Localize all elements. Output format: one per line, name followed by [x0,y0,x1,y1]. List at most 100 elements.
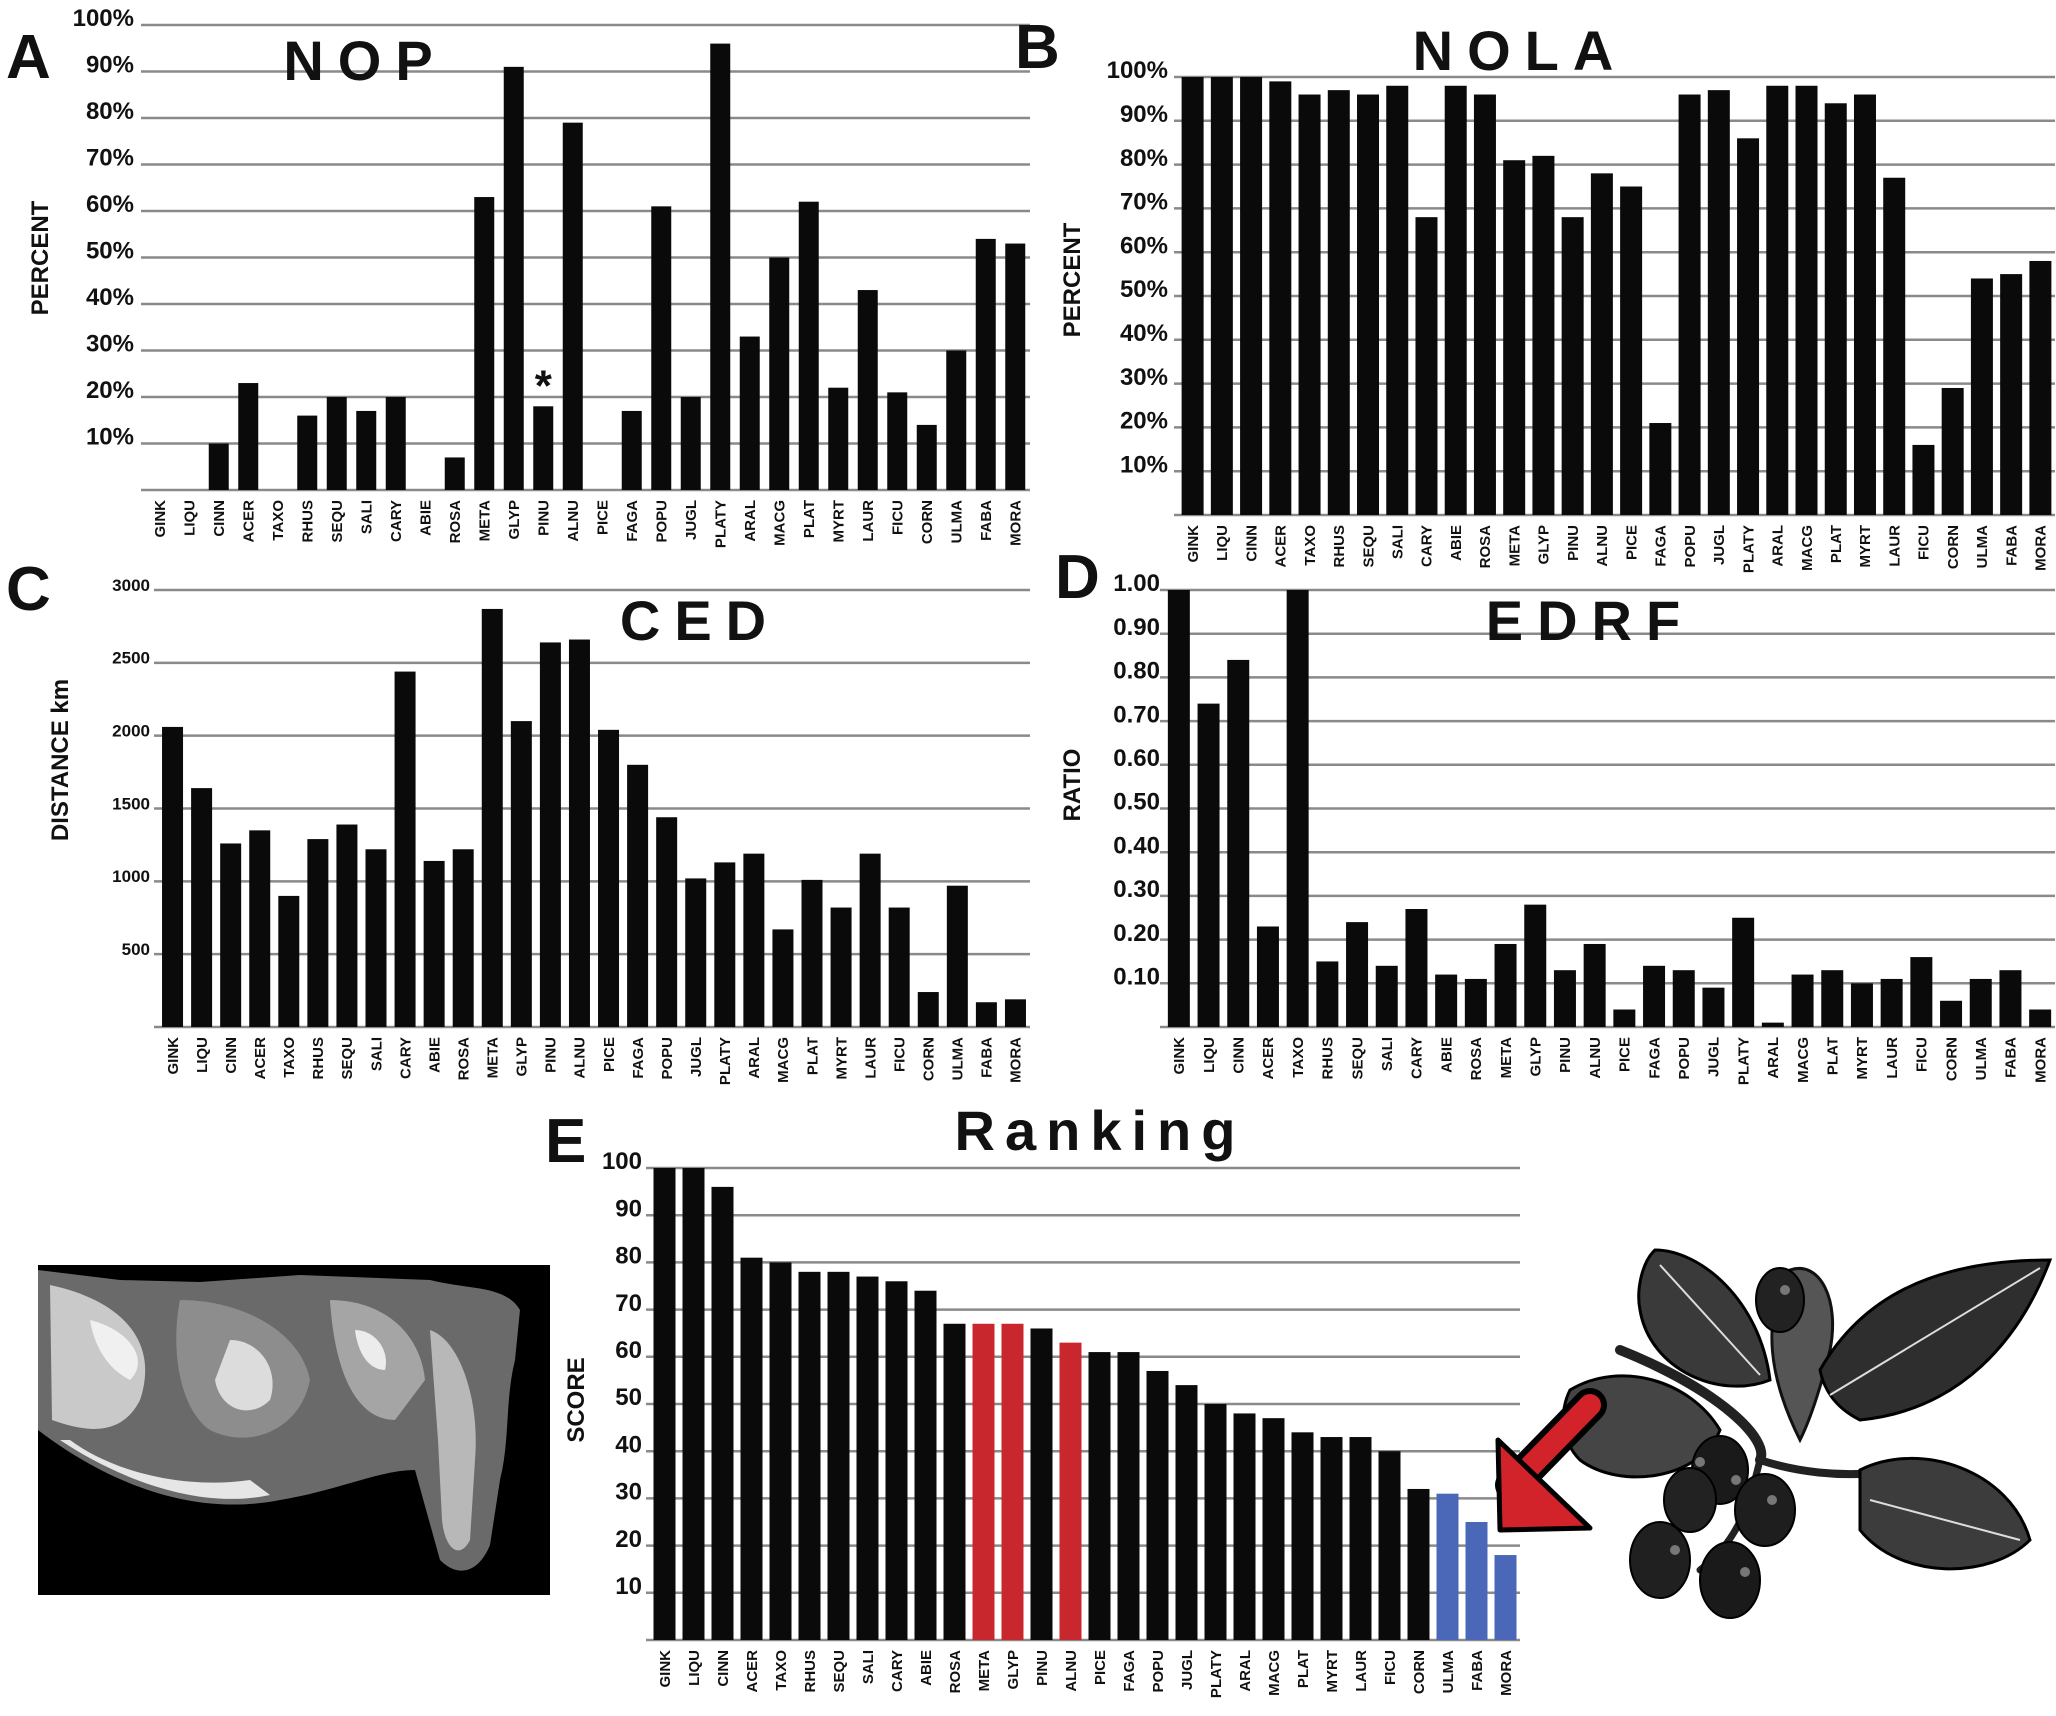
category-label: ALNU [565,500,582,542]
category-label: PLAT [1295,1650,1312,1688]
bar-myrt [830,907,852,1027]
y-tick-label: 1500 [112,794,150,813]
category-label: ULMA [1973,1037,1990,1080]
category-label: ULMA [949,500,966,543]
y-tick-label: 0.50 [1113,789,1160,816]
category-label: PLAT [1825,1037,1842,1075]
bar-cinn [711,1186,734,1640]
y-tick-label: 100% [73,5,134,32]
bar-ficu [887,392,908,490]
bar-rhus [307,839,329,1027]
y-tick-label: 30% [86,331,134,358]
category-label: FABA [1469,1650,1486,1691]
bar-liqu [1197,703,1220,1027]
bar-platy [710,43,731,490]
bar-cary [885,1281,908,1640]
bar-pice [1613,1009,1636,1027]
category-label: ALNU [1063,1650,1080,1692]
bar-sequ [827,1271,850,1640]
bar-acer [1256,926,1279,1027]
bar-cinn [1227,659,1250,1027]
bar-rhus [297,415,318,490]
bar-ficu [1378,1451,1401,1640]
category-label: GLYP [506,500,523,539]
category-label: TAXO [1290,1037,1307,1078]
category-label: GLYP [1005,1650,1022,1689]
bar-platy [1204,1404,1227,1640]
bar-glyp [1532,155,1555,515]
category-label: CINN [211,500,228,537]
y-tick-label: 70% [1120,189,1168,216]
category-label: CARY [889,1650,906,1692]
bar-cary [1415,217,1438,515]
category-label: RHUS [802,1650,819,1693]
category-label: RHUS [1331,525,1348,568]
panel-b-nola: 10% 20% 30% 40% 50% 60% 70% 80% 90% 100% GINK LIQU C… [1015,13,2055,573]
bar-cary [385,397,406,490]
bar-macg [1795,85,1818,515]
bar-sali [1375,965,1398,1027]
category-label: ABIE [418,500,435,536]
category-label: ARAL [1765,1037,1782,1079]
bar-popu [1146,1370,1169,1640]
category-label: TAXO [773,1650,790,1691]
bar-acer [1269,81,1292,515]
category-label: LIQU [182,500,199,536]
bar-laur [1880,978,1903,1027]
bar-popu [1678,94,1701,516]
category-label: ACER [1260,1037,1277,1080]
y-tick-label: 60% [86,191,134,218]
category-label: JUGL [688,1037,705,1077]
category-label: MYRT [1857,525,1874,568]
category-label: SALI [368,1037,385,1071]
category-label: LAUR [1353,1650,1370,1692]
y-tick-label: 40% [1120,320,1168,347]
bar-glyp [510,721,532,1027]
bar-corn [1941,387,1964,515]
category-label: CARY [1409,1037,1426,1079]
bar-taxo [278,895,300,1027]
bar-taxo [1298,94,1321,516]
category-label: POPU [1682,525,1699,568]
bar-platy [714,862,736,1027]
bar-rosa [1464,978,1487,1027]
bar-corn [916,424,937,490]
bar-glyp [1524,904,1547,1027]
bar-pinu [1561,217,1584,515]
y-tick-label: 0.80 [1113,658,1160,685]
bar-mora [1004,999,1026,1027]
category-label: POPU [659,1037,676,1080]
category-label: ULMA [950,1037,967,1080]
bar-corn [1940,1000,1963,1027]
y-tick-label: 50% [86,238,134,265]
y-tick-label: 40 [615,1431,642,1458]
category-label: ALNU [1587,1037,1604,1079]
bar-faba [975,1002,997,1027]
bar-cinn [220,843,242,1027]
category-label: CINN [715,1650,732,1687]
bar-liqu [1210,77,1233,515]
y-tick-label: 20% [86,377,134,404]
bar-abie [423,860,445,1027]
bar-ulma [946,350,967,490]
category-label: SALI [359,500,376,534]
category-label: FICU [891,1037,908,1072]
bar-laur [859,853,881,1027]
category-label: ACER [744,1650,761,1693]
bar-pinu [1030,1328,1053,1640]
bar-sequ [336,824,358,1027]
bar-faba [1999,970,2022,1027]
bar-laur [1349,1437,1372,1640]
bar-plat [798,201,819,490]
y-tick-label: 0.30 [1113,876,1160,903]
bar-abie [1435,974,1458,1027]
bar-liqu [191,788,213,1027]
category-label: ROSA [455,1037,472,1081]
category-label: MYRT [1324,1650,1341,1693]
bar-pinu [1553,970,1576,1027]
category-label: GINK [657,1650,674,1688]
category-label: GINK [165,1037,182,1075]
category-label: FABA [2003,1037,2020,1078]
y-tick-label: 0.70 [1113,701,1160,728]
bar-abie [914,1290,937,1640]
